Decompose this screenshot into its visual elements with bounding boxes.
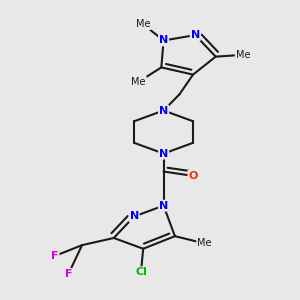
Text: F: F — [65, 269, 72, 279]
Text: F: F — [51, 251, 59, 261]
Text: N: N — [159, 106, 168, 116]
Text: N: N — [159, 148, 168, 159]
Text: Me: Me — [131, 77, 146, 87]
Text: N: N — [130, 212, 139, 221]
Text: Me: Me — [236, 50, 250, 60]
Text: Me: Me — [197, 238, 212, 248]
Text: N: N — [159, 201, 168, 211]
Text: N: N — [159, 35, 168, 46]
Text: O: O — [188, 171, 198, 181]
Text: Me: Me — [136, 19, 151, 29]
Text: Cl: Cl — [135, 267, 147, 277]
Text: N: N — [191, 30, 200, 40]
